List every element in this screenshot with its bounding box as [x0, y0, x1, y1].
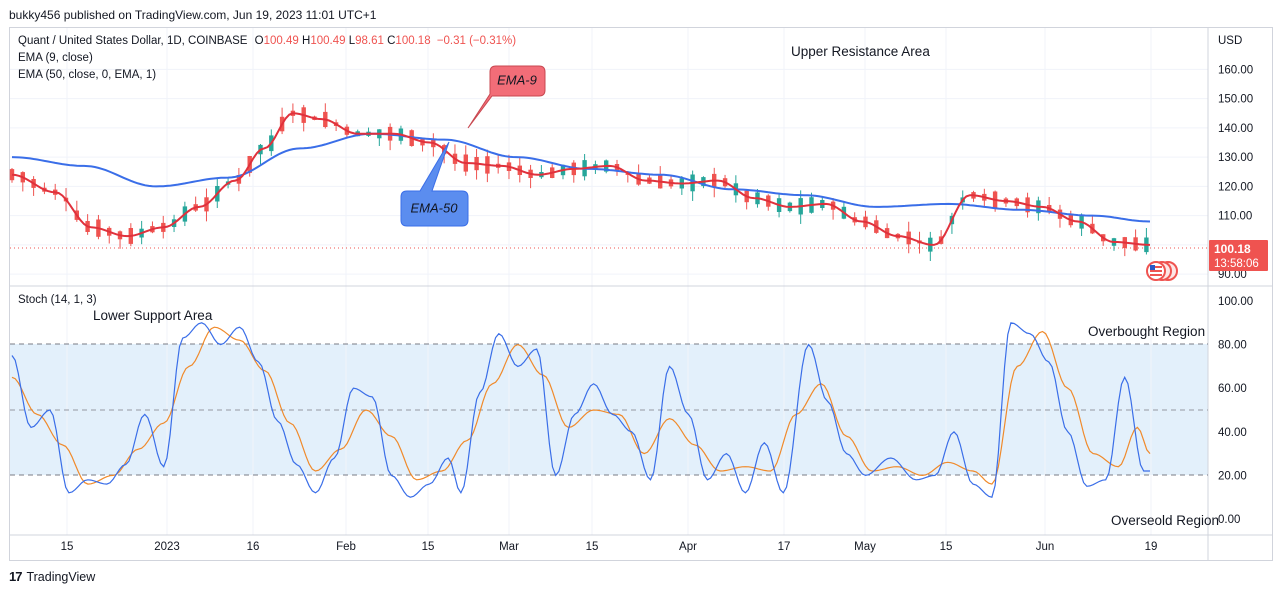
ema9-legend[interactable]: EMA (9, close): [18, 52, 93, 64]
time-axis-ticks: 15 2023 16 Feb 15 Mar 15 Apr 17 May 15 Jun 19: [61, 541, 1158, 553]
ema50-legend[interactable]: EMA (50, close, 0, EMA, 1): [18, 69, 157, 81]
time-tick-label: 16: [247, 541, 260, 553]
price-tick-label: 120.00: [1218, 181, 1253, 193]
time-tick-label: 15: [61, 541, 74, 553]
stoch-tick-label: 0.00: [1218, 514, 1240, 526]
time-tick-label: 15: [940, 541, 953, 553]
symbol-title[interactable]: Quant / United States Dollar, 1D, COINBA…: [18, 35, 248, 47]
last-price-value: 100.18: [1214, 242, 1251, 256]
stoch-tick-label: 100.00: [1218, 296, 1253, 308]
footer-brand[interactable]: 17 TradingView: [9, 569, 95, 584]
price-tick-label: 150.00: [1218, 94, 1253, 106]
stoch-tick-label: 20.00: [1218, 470, 1247, 482]
upper-resistance-label: Upper Resistance Area: [791, 44, 930, 59]
currency-label: USD: [1218, 35, 1242, 47]
grid-lines: [10, 28, 1208, 535]
chart-frame: [9, 27, 1273, 561]
price-tick-label: 110.00: [1218, 211, 1252, 223]
publish-line: bukky456 published on TradingView.com, J…: [9, 8, 377, 22]
ema50-callout-label: EMA-50: [411, 200, 459, 215]
time-tick-label: 19: [1145, 541, 1158, 553]
ema9-callout: EMA-9: [467, 65, 546, 129]
stoch-tick-label: 60.00: [1218, 383, 1247, 395]
price-tick-label: 140.00: [1218, 123, 1253, 135]
time-tick-label: 15: [586, 541, 599, 553]
stoch-axis-ticks: 100.00 80.00 60.00 40.00 20.00 0.00: [1218, 296, 1253, 526]
stoch-d-line: [11, 326, 1151, 485]
price-tick-label: 130.00: [1218, 152, 1253, 164]
stoch-tick-label: 80.00: [1218, 340, 1247, 352]
stoch-tick-label: 40.00: [1218, 427, 1247, 439]
symbol-legend: Quant / United States Dollar, 1D, COINBA…: [18, 35, 516, 47]
last-price-badge: 100.18 13:58:06: [1209, 240, 1268, 271]
candle-body: [9, 169, 15, 181]
ema9-callout-label: EMA-9: [497, 72, 537, 87]
time-tick-label: Feb: [336, 541, 356, 553]
time-tick-label: 15: [422, 541, 435, 553]
price-tick-label: 160.00: [1218, 64, 1253, 76]
stoch-legend[interactable]: Stoch (14, 1, 3): [18, 294, 97, 306]
time-tick-label: May: [854, 541, 876, 553]
time-tick-label: Mar: [499, 541, 519, 553]
ema9-line: [11, 112, 1151, 246]
price-tick-label: 90.00: [1218, 269, 1247, 281]
lower-support-label: Lower Support Area: [93, 308, 213, 323]
ema50-callout: EMA-50: [400, 141, 469, 227]
tradingview-logo-icon: 17: [9, 569, 23, 584]
ohlc-open: O100.49: [254, 35, 299, 47]
stoch-k-line: [11, 322, 1150, 498]
ohlc-low: L98.61: [348, 35, 384, 47]
us-flag-icon[interactable]: [1146, 261, 1178, 281]
time-tick-label: 2023: [154, 541, 180, 553]
ohlc-change: −0.31 (−0.31%): [436, 35, 517, 47]
countdown-value: 13:58:06: [1214, 258, 1259, 270]
time-tick-label: Jun: [1036, 541, 1055, 553]
ohlc-close: C100.18: [387, 35, 431, 47]
overbought-label: Overbought Region: [1088, 324, 1205, 339]
footer-brand-name: TradingView: [26, 569, 96, 584]
candles: [9, 103, 1149, 261]
oversold-label: Overseold Region: [1111, 513, 1219, 528]
price-axis-ticks: 160.00 150.00 140.00 130.00 120.00 110.00 90.0…: [1218, 64, 1253, 281]
time-tick-label: Apr: [679, 541, 697, 553]
time-tick-label: 17: [778, 541, 791, 553]
ohlc-high: H100.49: [302, 35, 346, 47]
